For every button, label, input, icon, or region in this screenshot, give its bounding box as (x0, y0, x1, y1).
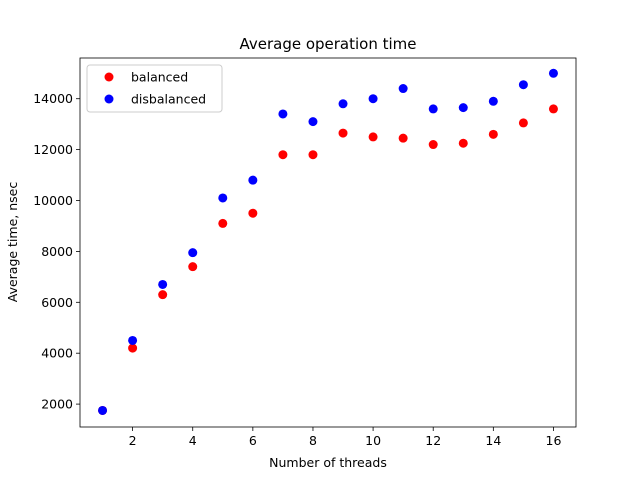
data-point-balanced (548, 104, 558, 114)
data-point-balanced (218, 218, 228, 228)
data-point-balanced (488, 129, 498, 139)
legend-label-balanced: balanced (131, 70, 188, 85)
data-point-balanced (248, 208, 258, 218)
y-tick-label: 10000 (33, 193, 73, 208)
data-point-disbalanced (248, 175, 258, 185)
data-point-disbalanced (218, 193, 228, 203)
x-tick-label: 8 (309, 433, 317, 448)
data-point-balanced (308, 150, 318, 160)
x-tick-label: 2 (129, 433, 137, 448)
data-point-balanced (368, 132, 378, 142)
chart-title: Average operation time (239, 35, 416, 53)
data-point-disbalanced (338, 99, 348, 109)
x-axis-label: Number of threads (269, 455, 387, 470)
data-point-disbalanced (428, 104, 438, 114)
x-tick-label: 6 (249, 433, 257, 448)
legend-label-disbalanced: disbalanced (131, 92, 206, 107)
data-point-disbalanced (458, 103, 468, 113)
data-point-balanced (458, 138, 468, 148)
data-point-balanced (158, 290, 168, 300)
data-point-disbalanced (518, 80, 528, 90)
axes-frame (79, 57, 577, 428)
data-point-disbalanced (98, 405, 108, 415)
data-point-disbalanced (278, 109, 288, 119)
x-tick-label: 16 (546, 433, 562, 448)
plot-area: 2 4 6 8 10 12 14 16 2000 4000 6000 8000 10000 12000 14… (33, 57, 577, 448)
x-tick-label: 4 (189, 433, 197, 448)
y-tick-label: 14000 (33, 91, 73, 106)
data-point-disbalanced (188, 248, 198, 258)
data-point-balanced (338, 128, 348, 138)
legend-marker-disbalanced (104, 94, 114, 104)
y-axis-label: Average time, nsec (5, 182, 20, 303)
y-tick-label: 2000 (41, 397, 73, 412)
data-point-disbalanced (368, 94, 378, 104)
x-tick-label: 12 (425, 433, 441, 448)
x-tick-label: 14 (485, 433, 501, 448)
data-point-disbalanced (488, 96, 498, 106)
data-point-balanced (398, 133, 408, 143)
y-tick-label: 6000 (41, 295, 73, 310)
data-point-disbalanced (158, 279, 168, 289)
data-point-disbalanced (308, 117, 318, 127)
y-tick-label: 8000 (41, 244, 73, 259)
y-tick-label: 4000 (41, 346, 73, 361)
data-point-balanced (278, 150, 288, 160)
x-tick-label: 10 (365, 433, 381, 448)
data-point-disbalanced (128, 335, 138, 345)
y-tick-label: 12000 (33, 142, 73, 157)
data-point-balanced (518, 118, 528, 128)
legend-marker-balanced (104, 72, 114, 82)
data-point-balanced (428, 140, 438, 150)
legend-box (86, 64, 223, 113)
data-point-disbalanced (398, 84, 408, 94)
data-point-disbalanced (548, 68, 558, 78)
data-point-balanced (128, 343, 138, 353)
data-point-balanced (188, 262, 198, 272)
